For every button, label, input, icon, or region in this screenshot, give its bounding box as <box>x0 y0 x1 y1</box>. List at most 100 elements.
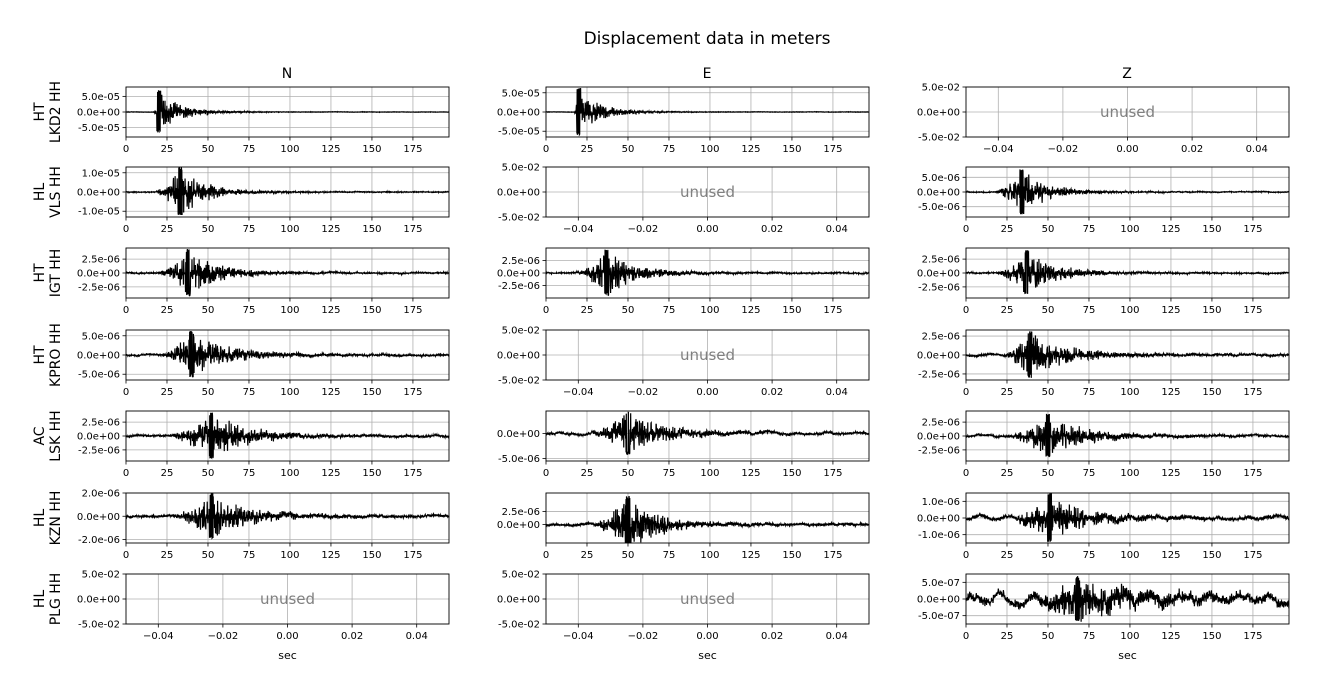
x-tick-label: 0.04 <box>406 631 428 642</box>
y-tick-label: -2.5e-06 <box>918 282 960 293</box>
x-tick-label: −0.04 <box>563 224 594 235</box>
x-tick-label: 175 <box>403 387 422 398</box>
panel-n-row-6: −0.04 −0.02 0.00 0.02 0.04 5.0e-02 0.0e+00 -5.0… <box>77 570 450 662</box>
x-tick-label: 100 <box>1120 387 1139 398</box>
y-tick-label: -5.0e-06 <box>498 454 540 465</box>
x-tick-label: 125 <box>321 387 340 398</box>
x-tick-label: 75 <box>663 305 676 316</box>
x-tick-label: 0 <box>543 468 549 479</box>
x-tick-label: 175 <box>1243 550 1262 561</box>
x-tick-label: 125 <box>741 144 760 155</box>
panel-e-row-4: 0 25 50 75 100 125 150 175 0.0e+00 -5.0e-06 <box>497 410 870 479</box>
trace-n <box>125 167 450 215</box>
x-tick-label: 125 <box>321 224 340 235</box>
x-tick-label: 0.02 <box>761 224 783 235</box>
unused-label: unused <box>260 590 315 608</box>
x-tick-label: 0.02 <box>1181 144 1203 155</box>
x-tick-label: 125 <box>321 550 340 561</box>
trace-z <box>965 575 1290 622</box>
row-network-label: HL <box>32 183 48 202</box>
y-tick-label: 0.0e+00 <box>77 595 120 606</box>
y-tick-label: -5.0e-06 <box>918 202 960 213</box>
x-tick-label: 0 <box>123 550 129 561</box>
row-label-5: HLKZN HH <box>32 491 64 546</box>
panel-z-row-1: 0 25 50 75 100 125 150 175 5.0e-06 0.0e+00 -5.0e-0… <box>917 166 1290 235</box>
x-tick-label: 100 <box>1120 224 1139 235</box>
x-tick-label: 50 <box>1042 224 1055 235</box>
x-tick-label: 100 <box>280 550 299 561</box>
row-station-label: PLG HH <box>48 573 64 626</box>
x-tick-label: 0.00 <box>276 631 298 642</box>
row-station-label: LKD2 HH <box>48 81 64 143</box>
axes-frame <box>125 329 450 381</box>
x-tick-label: 175 <box>823 550 842 561</box>
x-tick-label: −0.02 <box>628 224 659 235</box>
x-tick-label: 50 <box>622 144 635 155</box>
x-tick-label: 25 <box>161 305 174 316</box>
y-tick-label: 1.0e-06 <box>922 497 960 508</box>
x-tick-label: 75 <box>243 305 256 316</box>
x-tick-label: 150 <box>1202 305 1221 316</box>
trace-z <box>965 250 1290 295</box>
x-tick-label: 50 <box>202 144 215 155</box>
y-tick-label: -2.5e-06 <box>78 445 120 456</box>
x-tick-label: 150 <box>782 144 801 155</box>
x-axis-label: sec <box>1118 649 1137 662</box>
y-tick-label: -5.0e-05 <box>498 127 540 138</box>
y-tick-label: 5.0e-02 <box>502 570 540 581</box>
x-tick-label: 0.04 <box>826 224 848 235</box>
y-tick-label: -2.5e-06 <box>498 281 540 292</box>
x-tick-label: 0.04 <box>826 631 848 642</box>
row-station-label: VLS HH <box>48 166 64 218</box>
x-tick-label: 0.00 <box>696 224 718 235</box>
x-tick-label: −0.04 <box>983 144 1014 155</box>
y-tick-label: -5.0e-06 <box>78 370 120 381</box>
panel-e-row-2: 0 25 50 75 100 125 150 175 2.5e-06 0.0e+00-2.5e-0… <box>497 247 870 316</box>
row-network-label: HT <box>32 345 48 365</box>
row-network-label: HT <box>32 102 48 122</box>
x-tick-label: 150 <box>1202 468 1221 479</box>
column-title-n: N <box>282 66 292 82</box>
y-tick-label: -2.0e-06 <box>78 535 120 546</box>
x-tick-label: 100 <box>280 305 299 316</box>
y-tick-label: 1.0e-05 <box>82 168 120 179</box>
x-axis-label: sec <box>698 649 717 662</box>
x-tick-label: 50 <box>1042 550 1055 561</box>
x-tick-label: 125 <box>321 144 340 155</box>
x-tick-label: 125 <box>1161 631 1180 642</box>
x-tick-label: 0 <box>963 468 969 479</box>
x-tick-label: 50 <box>202 550 215 561</box>
trace-e <box>545 87 870 137</box>
x-tick-label: 175 <box>403 224 422 235</box>
x-tick-label: 0 <box>963 550 969 561</box>
x-tick-label: 125 <box>321 305 340 316</box>
y-tick-label: 0.0e+00 <box>497 520 540 531</box>
y-tick-label: -1.0e-05 <box>78 207 120 218</box>
y-tick-label: 5.0e-02 <box>502 163 540 174</box>
x-tick-label: 150 <box>362 387 381 398</box>
x-tick-label: 50 <box>1042 468 1055 479</box>
axes-frame <box>125 573 450 625</box>
x-tick-label: 75 <box>243 224 256 235</box>
x-tick-label: 25 <box>581 305 594 316</box>
row-label-4: ACLSK HH <box>32 410 64 461</box>
axes-frame <box>545 492 870 544</box>
x-tick-label: 75 <box>243 468 256 479</box>
x-tick-label: 25 <box>161 224 174 235</box>
y-tick-label: 2.5e-06 <box>502 507 540 518</box>
row-network-label: HT <box>32 263 48 283</box>
y-tick-label: 0.0e+00 <box>77 108 120 119</box>
x-tick-label: 50 <box>202 387 215 398</box>
x-tick-label: 0.00 <box>696 631 718 642</box>
axes-frame <box>125 410 450 462</box>
x-tick-label: 175 <box>403 305 422 316</box>
y-tick-label: 0.0e+00 <box>917 108 960 119</box>
figure-title: Displacement data in meters <box>584 29 831 49</box>
x-tick-label: 0 <box>543 550 549 561</box>
panel-z-row-2: 0 25 50 75 100 125 150 175 2.5e-06 0.0e+00 -2.5e-0… <box>917 247 1290 316</box>
x-tick-label: −0.02 <box>628 631 659 642</box>
panel-n-row-3: 0 25 50 75 100 125 150 175 5.0e-06 0.0e+00 -5.0e-0… <box>77 329 450 398</box>
x-tick-label: 25 <box>1001 550 1014 561</box>
row-station-label: LSK HH <box>48 410 64 461</box>
